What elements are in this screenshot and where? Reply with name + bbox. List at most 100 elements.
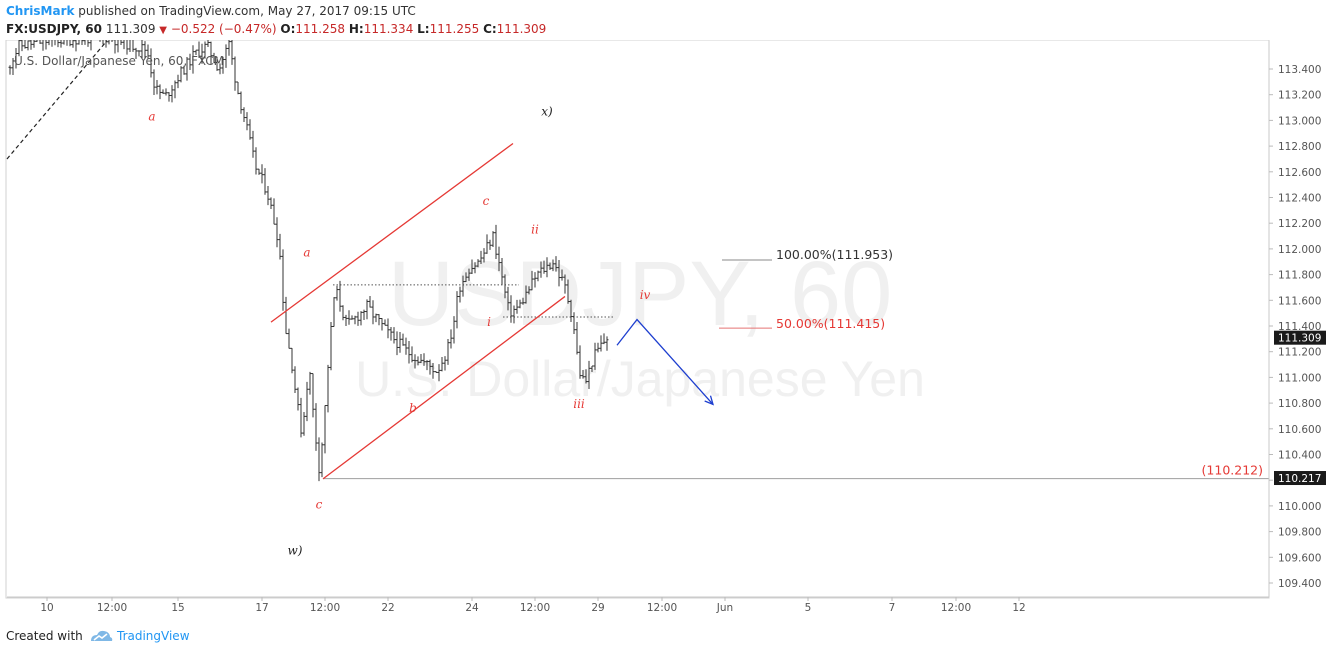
ohlc-bar (284, 296, 288, 335)
channel-lower-line (322, 295, 566, 480)
ohlc-bar (506, 286, 510, 311)
time-tick-label: 29 (591, 602, 604, 614)
ohlc-bar (179, 66, 183, 83)
ohlc-bar (551, 259, 555, 272)
price-tick-label: 109.400 (1278, 578, 1321, 590)
ohlc-bar (35, 40, 38, 42)
high-value: 111.334 (363, 22, 414, 36)
time-axis[interactable]: 10 12:00 15 17 12:00 22 24 12:00 29 12:00 Jun 5 7 12:… (7, 596, 1269, 614)
ohlc-bar (233, 56, 237, 91)
ohlc-bar (54, 40, 56, 46)
ohlc-bar (251, 130, 255, 158)
ohlc-bar (164, 88, 168, 96)
ohlc-bar (194, 49, 198, 56)
projection-path (616, 318, 714, 405)
ohlc-bar (416, 356, 420, 366)
ohlc-bar (122, 40, 125, 50)
ohlc-bar (407, 341, 411, 364)
ohlc-bar (392, 327, 396, 344)
ohlc-bar (62, 40, 65, 45)
ohlc-bar (491, 231, 495, 247)
wave-label: x) (541, 104, 553, 118)
author-link[interactable]: ChrisMark (6, 4, 75, 18)
ohlc-bar (257, 168, 261, 175)
ohlc-bar (227, 40, 231, 56)
ohlc-bar (605, 336, 609, 351)
ohlc-bar (389, 327, 393, 341)
ohlc-bar (350, 315, 354, 320)
fibonacci-layer: 100.00%(111.953) 50.00%(111.415) (719, 247, 893, 331)
price-tick-label: 111.000 (1278, 372, 1321, 384)
ohlc-bar (260, 164, 264, 184)
price-badge-label: 111.309 (1278, 333, 1321, 345)
ohlc-bar (230, 40, 234, 65)
ohlc-bar (140, 40, 144, 59)
ohlc-bar (539, 261, 543, 278)
ohlc-bar (494, 224, 498, 259)
ohlc-bar (485, 234, 489, 254)
ohlc-bar (437, 364, 441, 382)
ohlc-bar (105, 40, 108, 48)
ohlc-bar (111, 40, 114, 43)
ohlc-bar (87, 40, 90, 47)
ohlc-bar (512, 305, 516, 324)
time-tick-label: 12:00 (97, 602, 127, 614)
ohlc-bar (581, 369, 585, 379)
ohlc-bar (102, 40, 104, 45)
price-tick-label: 110.400 (1278, 450, 1321, 462)
price-chart[interactable]: USDJPY, 60 U.S. Dollar/Japanese Yen (110… (0, 40, 1327, 624)
ohlc-bar (428, 359, 432, 375)
ohlc-bar (464, 272, 468, 283)
time-tick-label: 15 (171, 602, 184, 614)
ohlc-bar (479, 250, 483, 264)
ohlc-bar (557, 260, 561, 287)
ohlc-bar (530, 270, 534, 291)
ohlc-bar (245, 112, 249, 131)
ohlc-bar (200, 43, 204, 64)
price-tick-label: 110.000 (1278, 501, 1321, 513)
ohlc-bar (120, 40, 123, 46)
ohlc-bar (209, 41, 213, 65)
ohlc-bar (137, 50, 141, 57)
ohlc-bar (365, 299, 369, 320)
projection-arrow-layer (616, 318, 714, 406)
ohlc-bar (311, 373, 315, 418)
ohlc-bar (458, 286, 462, 303)
price-tick-label: 112.400 (1278, 193, 1321, 205)
ohlc-bar (45, 40, 48, 50)
ohlc-bar (542, 260, 546, 274)
price-tick-label: 110.800 (1278, 398, 1321, 410)
ohlc-bar (515, 299, 519, 314)
price-axis[interactable]: 113.400 113.200 113.000 112.800 112.600 112.4… (1268, 41, 1326, 597)
ohlc-bar (404, 337, 408, 355)
publish-line: ChrisMark published on TradingView.com, … (6, 4, 416, 18)
price-tick-label: 110.600 (1278, 424, 1321, 436)
ohlc-bar (410, 346, 414, 363)
ohlc-bar (41, 40, 44, 51)
ohlc-bar (20, 40, 24, 52)
wave-label: b (409, 401, 417, 415)
ohlc-bar (275, 217, 279, 248)
wave-label: w) (288, 544, 303, 558)
wave-label: iii (573, 397, 585, 411)
ohlc-bar (167, 92, 171, 102)
ohlc-bar (203, 41, 207, 59)
price-tick-label: 112.200 (1278, 218, 1321, 230)
ohlc-bar (81, 40, 84, 46)
ohlc-bar (218, 63, 222, 75)
ohlc-bar (329, 322, 333, 371)
ohlc-bar (155, 79, 159, 95)
fib-50-label: 50.00%(111.415) (776, 316, 885, 331)
high-label: H: (348, 22, 364, 36)
ohlc-bar (377, 314, 381, 326)
ohlc-bar (500, 258, 504, 285)
close-value: 111.309 (496, 22, 547, 36)
price-badge-bg (1274, 471, 1326, 486)
ohlc-bar (536, 270, 540, 282)
ohlc-bar (599, 335, 603, 352)
support-line-label: (110.212) (1202, 463, 1263, 478)
time-tick-label: 10 (40, 602, 53, 614)
ohlc-bar (431, 363, 435, 379)
ohlc-bar (29, 40, 33, 50)
tradingview-link[interactable]: TradingView (117, 629, 190, 643)
